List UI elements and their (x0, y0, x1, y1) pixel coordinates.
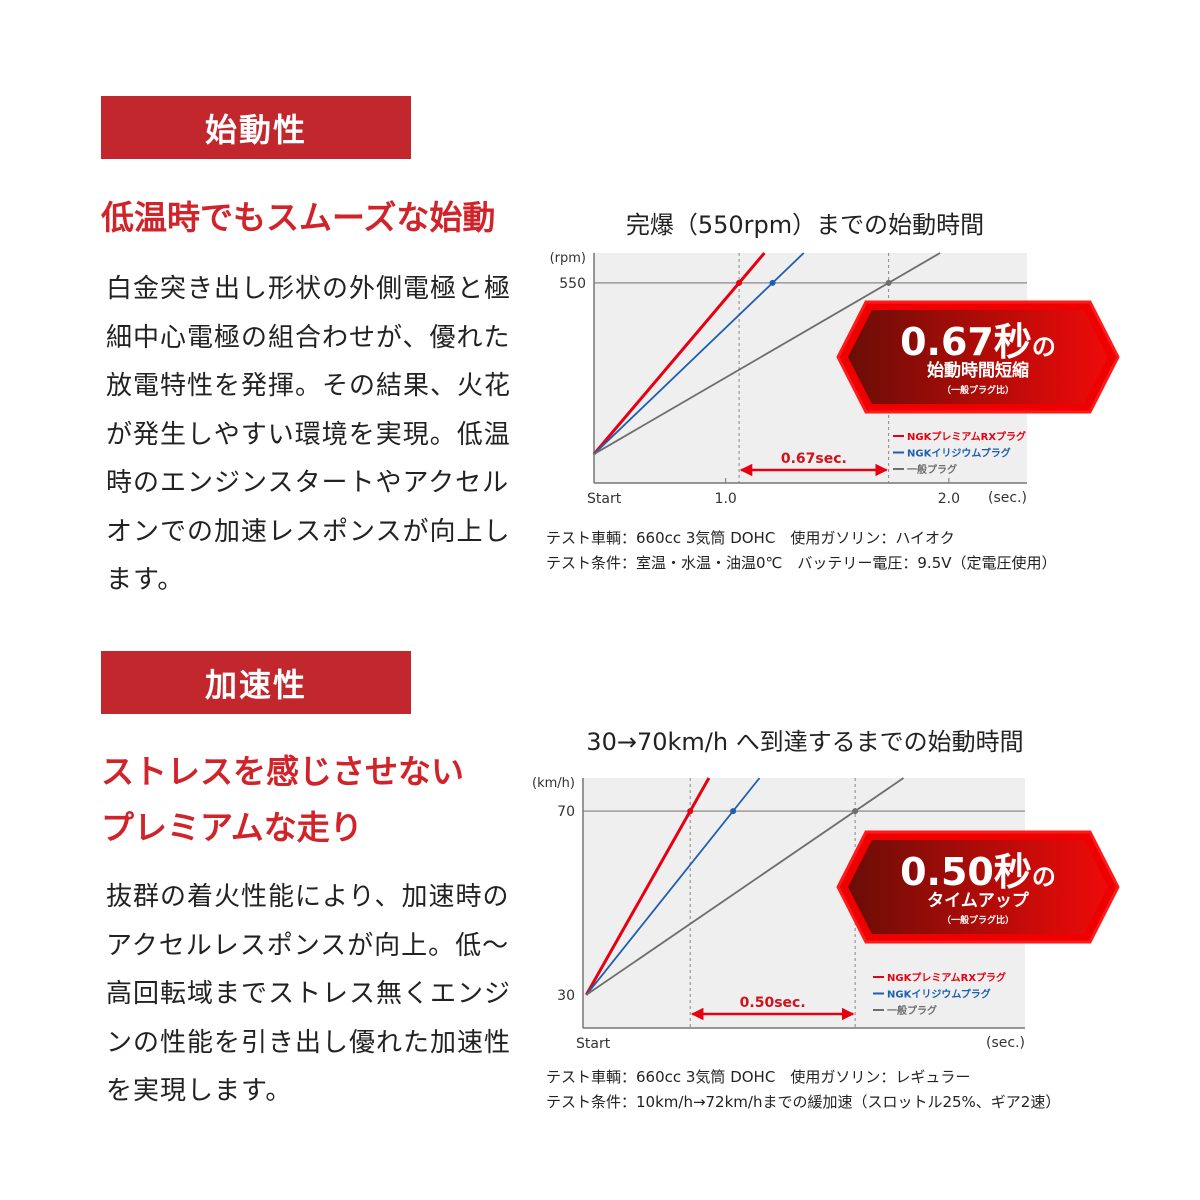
x-start-label: Start (576, 1036, 611, 1052)
badge-suffix: の (1032, 333, 1056, 361)
y-tick-label: 550 (559, 276, 586, 292)
chart-starting-time: 550 (rpm) Start 1.0 2.0 (sec.) 0.67sec. NGKプレミア… (550, 251, 1120, 507)
x-axis-unit-label: (sec.) (986, 1035, 1025, 1051)
x-axis-unit-label: (sec.) (988, 490, 1027, 506)
badge-subtitle: タイムアップ (927, 890, 1030, 911)
chart-acceleration-time: 30 70 (km/h) Start (sec.) 0.50sec. NGKプレミアムRXプ… (532, 776, 1120, 1052)
lead-line-1: ストレスを感じさせない (101, 752, 464, 791)
series-crossing-point-3 (885, 279, 892, 286)
x-tick-label: 2.0 (938, 491, 960, 507)
section-lead-acceleration: ストレスを感じさせない プレミアムな走り (101, 744, 464, 856)
legend-label: NGKイリジウムプラグ (907, 447, 1011, 460)
section-body-acceleration: 抜群の着火性能により、加速時のアクセルレスポンスが向上。低～高回転域までストレス… (106, 882, 512, 1106)
lead-line-2: プレミアムな走り (101, 808, 363, 847)
series-crossing-point-1 (736, 279, 743, 286)
badge-note: （一般プラグ比） (942, 384, 1014, 396)
series-crossing-point-2 (730, 808, 737, 815)
badge-hexagon (848, 310, 1108, 404)
legend-label: NGKプレミアムRXプラグ (887, 971, 1006, 984)
badge-suffix: の (1032, 863, 1056, 891)
legend-label: 一般プラグ (887, 1004, 937, 1017)
x-start-label: Start (587, 491, 622, 507)
section-body-starting: 白金突き出し形状の外側電極と極細中心電極の組合わせが、優れた放電特性を発揮。その… (106, 274, 512, 595)
badge-value: 0.67秒 (900, 320, 1032, 364)
legend-label: NGKイリジウムプラグ (887, 988, 991, 1001)
chart-title-starting: 完爆（550rpm）までの始動時間 (625, 211, 985, 239)
legend-label: 一般プラグ (907, 463, 957, 476)
section-heading-acceleration: 加速性 (101, 651, 411, 714)
series-line-2 (585, 777, 761, 996)
test-vehicle-note: テスト車輌：660cc 3気筒 DOHC 使用ガソリン：レギュラー (546, 1068, 971, 1086)
test-condition-note: テスト条件：室温・水温・油温0℃ バッテリー電圧：9.5V（定電圧使用） (546, 553, 1057, 572)
y-tick-label: 30 (557, 988, 575, 1004)
legend-label: NGKプレミアムRXプラグ (907, 430, 1026, 443)
y-axis-unit-label: (rpm) (550, 251, 586, 266)
test-condition-note: テスト条件：10km/h→72km/hまでの緩加速（スロットル25%、ギア2速） (546, 1092, 1061, 1111)
y-tick-label: 70 (557, 804, 575, 820)
badge-main-text: 0.50秒の (900, 850, 1056, 894)
badge-note: （一般プラグ比） (942, 914, 1014, 926)
series-line-1 (584, 777, 711, 996)
difference-label: 0.67sec. (781, 451, 847, 467)
badge-value: 0.50秒 (900, 850, 1032, 894)
series-crossing-point-1 (687, 808, 694, 815)
section-heading-starting: 始動性 (101, 96, 411, 159)
badge-hexagon (848, 840, 1108, 934)
series-line-3 (585, 777, 905, 996)
section-lead-starting: 低温時でもスムーズな始動 (101, 198, 496, 237)
badge-subtitle: 始動時間短縮 (927, 360, 1029, 381)
series-line-3 (593, 252, 941, 455)
series-line-1 (592, 252, 766, 456)
series-crossing-point-3 (852, 808, 859, 815)
badge-main-text: 0.67秒の (900, 320, 1056, 364)
test-notes-starting: テスト車輌：660cc 3気筒 DOHC 使用ガソリン：ハイオク テスト条件：室… (546, 526, 1057, 575)
y-axis-unit-label: (km/h) (532, 776, 575, 791)
chart-title-acceleration: 30→70km/h へ到達するまでの始動時間 (586, 728, 1024, 756)
series-crossing-point-2 (769, 279, 776, 286)
test-notes-acceleration: テスト車輌：660cc 3気筒 DOHC 使用ガソリン：レギュラー テスト条件：… (546, 1065, 1060, 1114)
test-vehicle-note: テスト車輌：660cc 3気筒 DOHC 使用ガソリン：ハイオク (546, 529, 955, 547)
difference-label: 0.50sec. (740, 995, 806, 1011)
series-line-2 (593, 252, 805, 455)
x-tick-label: 1.0 (715, 491, 737, 507)
